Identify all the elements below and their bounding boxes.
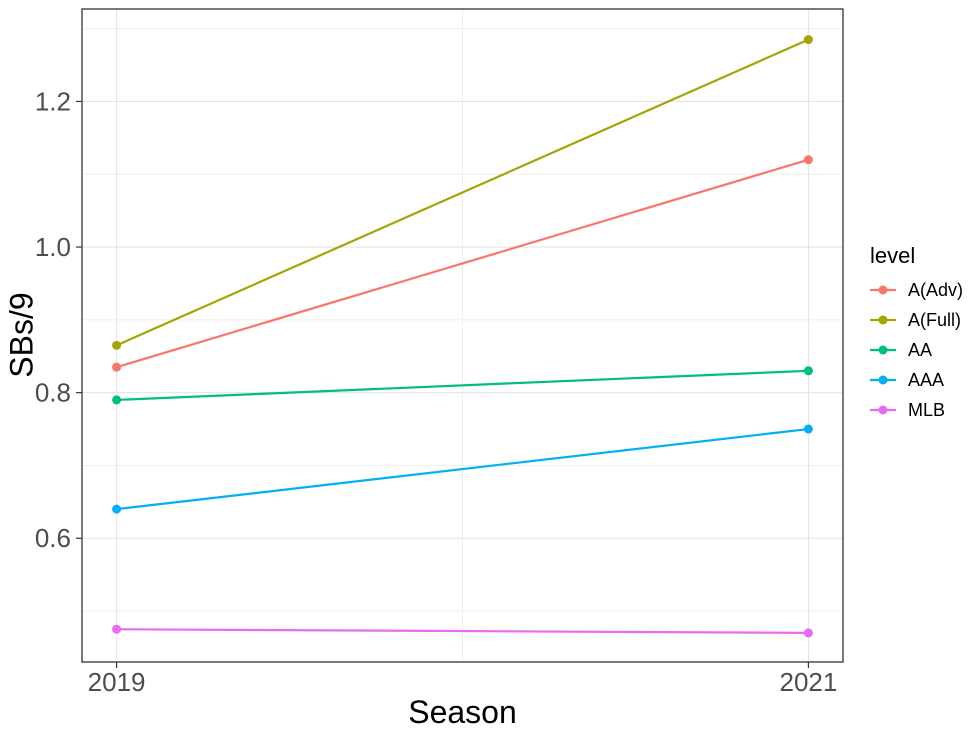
- y-axis-title: SBs/9: [3, 292, 40, 378]
- series-point-AAA: [112, 504, 122, 514]
- x-tick-label: 2019: [88, 667, 146, 697]
- legend-label: AAA: [908, 369, 945, 390]
- series-line-A(Adv): [116, 158, 809, 369]
- series-point-MLB: [803, 628, 813, 638]
- x-tick-label: 2021: [779, 667, 837, 697]
- legend-key-icon: [870, 315, 896, 325]
- y-tick-label: 0.6: [35, 523, 71, 553]
- legend-label: AA: [908, 339, 933, 360]
- legend: level A(Adv) A(Full) AA AAA MLB: [868, 243, 963, 425]
- series-point-MLB: [112, 624, 122, 634]
- series-point-AA: [803, 366, 813, 376]
- series-point-AA: [112, 395, 122, 405]
- series-line-MLB: [116, 628, 809, 634]
- panel-border: [81, 8, 844, 663]
- x-axis-title: Season: [408, 694, 517, 730]
- series-point-A(Adv): [112, 362, 122, 372]
- series-line-A(Full): [116, 38, 809, 347]
- legend-items: A(Adv) A(Full) AA AAA MLB: [868, 275, 963, 425]
- series-point-A(Adv): [803, 155, 813, 165]
- y-tick-label: 0.8: [35, 378, 71, 408]
- legend-key-icon: [870, 345, 896, 355]
- legend-item-MLB: MLB: [868, 395, 963, 425]
- legend-item-A(Full): A(Full): [868, 305, 963, 335]
- legend-label: A(Adv): [908, 279, 964, 300]
- legend-key-icon: [870, 285, 896, 295]
- legend-item-A(Adv): A(Adv): [868, 275, 963, 305]
- y-tick-label: 1.0: [35, 232, 71, 262]
- series-point-A(Full): [112, 340, 122, 350]
- series-line-AA: [116, 369, 809, 402]
- series-line-AAA: [116, 427, 809, 511]
- series-point-AAA: [803, 424, 813, 434]
- legend-key-icon: [870, 375, 896, 385]
- legend-title: level: [870, 243, 916, 268]
- legend-label: MLB: [908, 399, 946, 420]
- legend-item-AA: AA: [868, 335, 963, 365]
- series-point-A(Full): [803, 35, 813, 45]
- y-tick-label: 1.2: [35, 86, 71, 116]
- legend-item-AAA: AAA: [868, 365, 963, 395]
- legend-label: A(Full): [908, 309, 961, 330]
- legend-key-icon: [870, 405, 896, 415]
